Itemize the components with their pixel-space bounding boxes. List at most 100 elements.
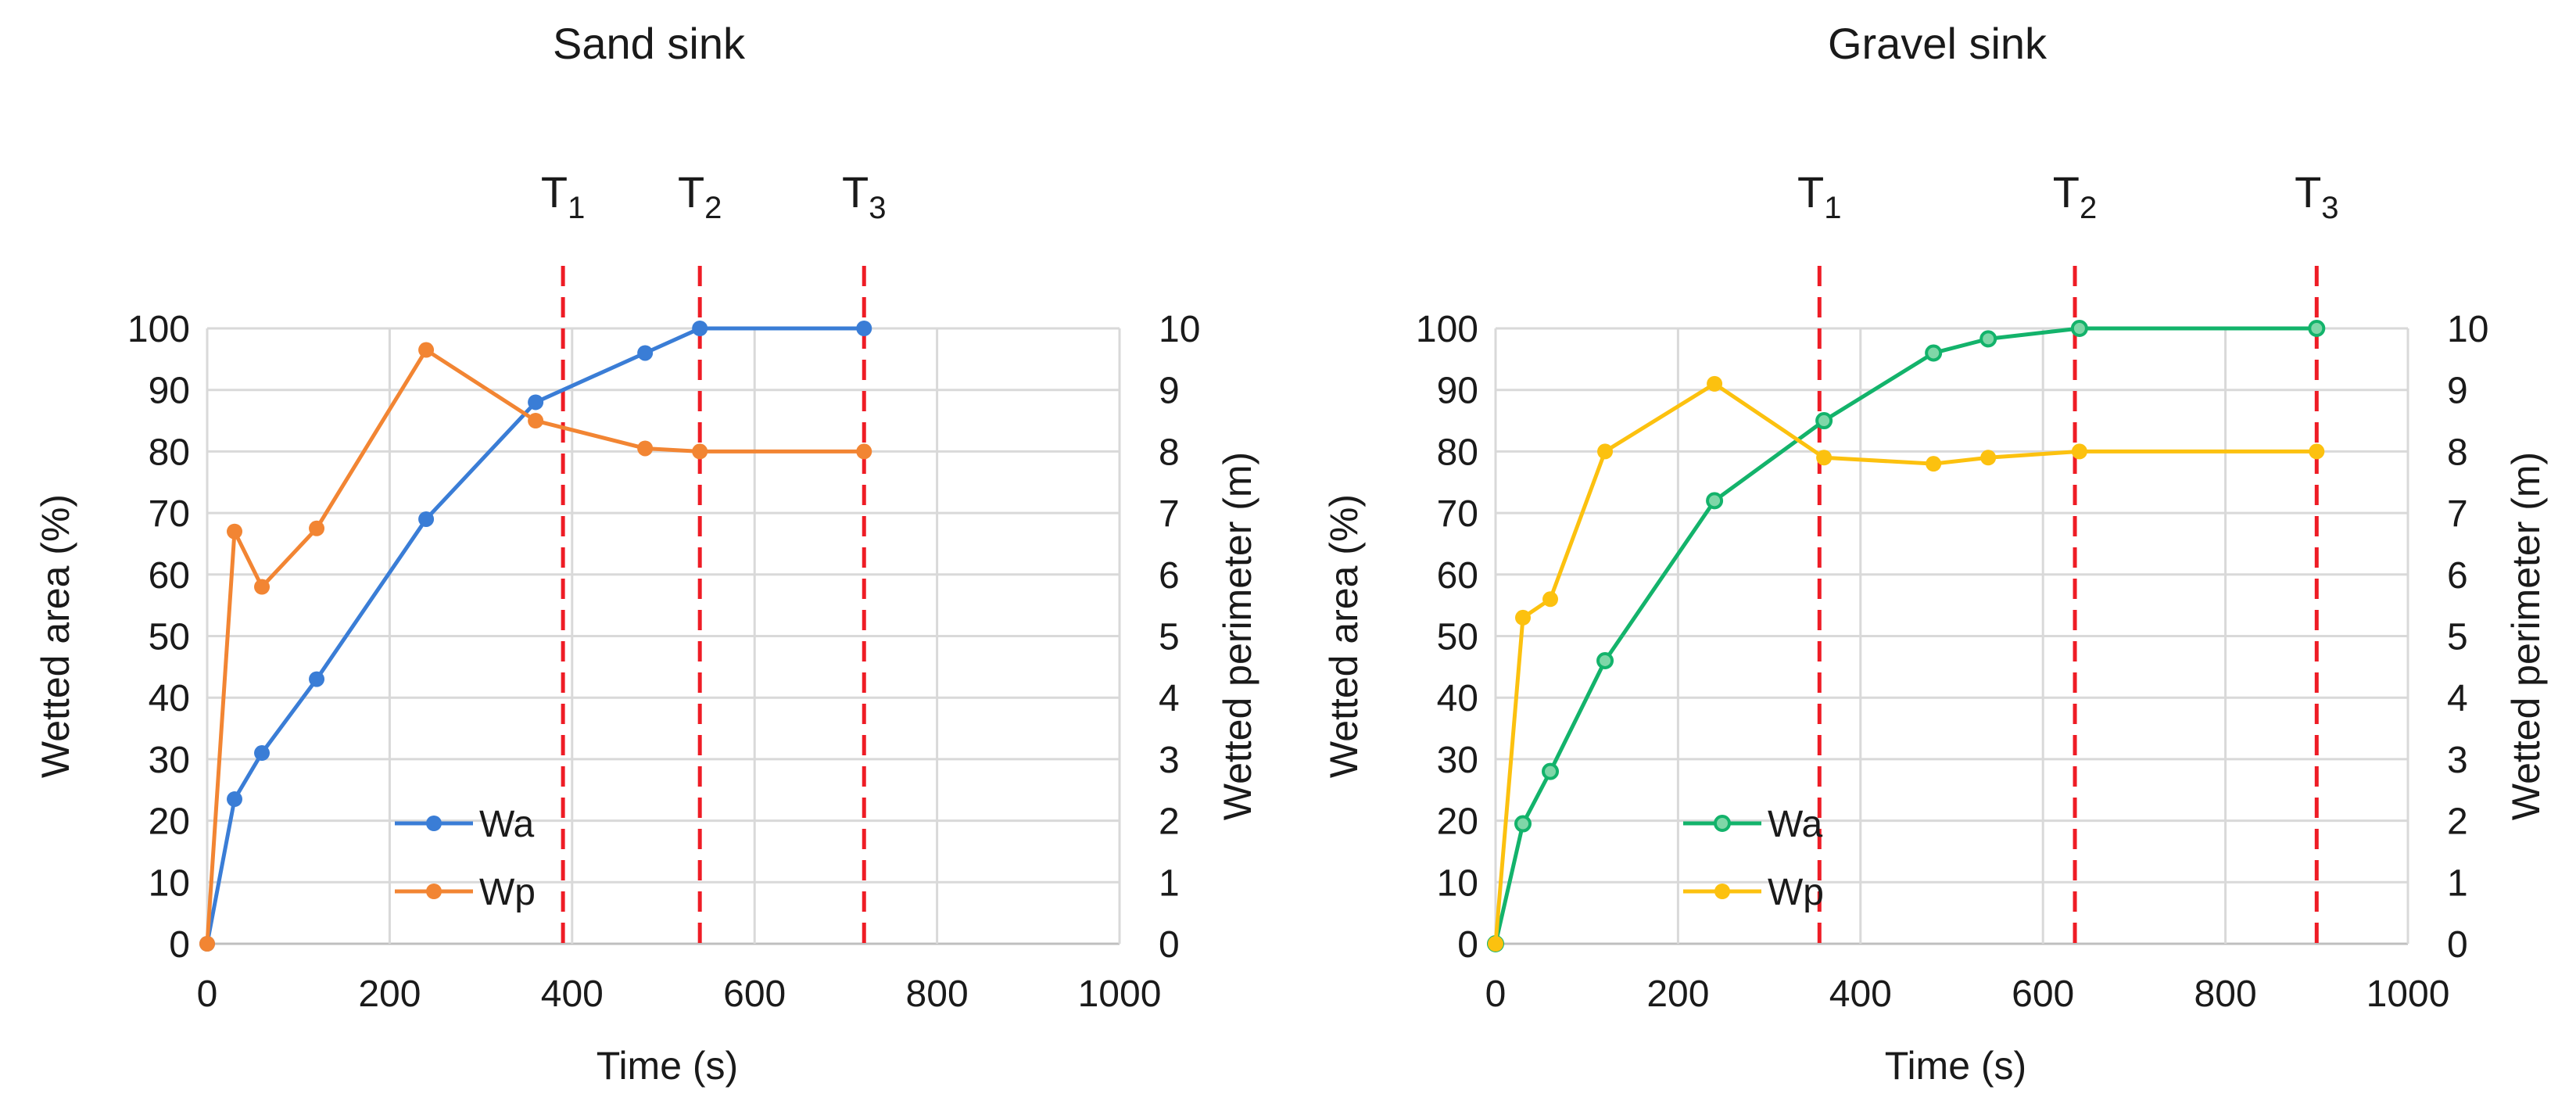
- y2-tick-label: 10: [2447, 309, 2488, 350]
- y-tick-label: 10: [149, 862, 190, 904]
- x-tick-label: 200: [1646, 973, 1709, 1015]
- y2-tick-label: 5: [1159, 617, 1180, 658]
- legend-label-wa: Wa: [1768, 804, 1823, 845]
- y2-tick-label: 5: [2447, 617, 2468, 658]
- y2-tick-label: 6: [1159, 555, 1180, 597]
- legend-marker-wp: [426, 884, 442, 899]
- y2-tick-label: 0: [2447, 924, 2468, 966]
- legend-marker-wa: [1714, 815, 1731, 832]
- data-point-wp: [1488, 936, 1503, 952]
- data-point-wp: [1926, 456, 1942, 472]
- y-axis-label: Wetted area (%): [1322, 494, 1366, 778]
- data-point-wa: [1815, 412, 1833, 430]
- data-point-wa: [528, 394, 544, 411]
- event-label-subscript: 3: [869, 191, 886, 225]
- data-point-wp: [2071, 443, 2087, 460]
- y2-tick-label: 3: [2447, 740, 2468, 781]
- data-point-wa: [227, 791, 243, 808]
- data-point-wp: [1597, 443, 1614, 460]
- y2-tick-label: 0: [1159, 924, 1180, 966]
- event-label-subscript: 2: [2080, 191, 2097, 225]
- y-tick-label: 80: [1437, 432, 1478, 473]
- x-tick-label: 0: [197, 973, 218, 1015]
- x-tick-label: 1000: [2366, 973, 2450, 1015]
- y-tick-label: 50: [149, 617, 190, 658]
- legend-label-wp: Wp: [479, 872, 536, 913]
- y-tick-label: 20: [1437, 801, 1478, 843]
- y2-tick-label: 1: [1159, 862, 1180, 904]
- x-axis-label: Time (s): [1885, 1044, 2026, 1088]
- event-label-subscript: 1: [568, 191, 585, 225]
- gravel-sink-chart: Gravel sink 0 10 20 30 40 50 60 70 80 90 100 0 1 2 3 4 5 6…: [1288, 0, 2576, 1115]
- x-tick-label: 0: [1485, 973, 1507, 1015]
- y-tick-label: 90: [149, 371, 190, 412]
- y2-tick-label: 2: [1159, 801, 1180, 843]
- y-tick-label: 70: [149, 493, 190, 535]
- y2-axis-label: Wetted perimeter (m): [2504, 452, 2548, 820]
- y-tick-label: 0: [1457, 924, 1478, 966]
- y2-tick-label: 2: [2447, 801, 2468, 843]
- y2-axis-label: Wetted perimeter (m): [1216, 452, 1259, 820]
- chart-title: Gravel sink: [1828, 19, 2048, 68]
- sand-sink-chart: Sand sink 0 10 20 30 40 50 60 70 80 90 100 0 1 2 3 4 5 6 7 8…: [34, 19, 1259, 1088]
- data-point-wp: [254, 579, 270, 595]
- event-label-t3: T3: [842, 167, 886, 225]
- y-tick-label: 70: [1437, 493, 1478, 535]
- data-point-wa: [1706, 492, 1724, 510]
- y2-tick-label: 7: [1159, 493, 1180, 535]
- data-point-wa: [2070, 320, 2088, 337]
- series-line-wa: [1493, 326, 2317, 945]
- event-label-letter: T: [2053, 167, 2080, 217]
- y-tick-label: 60: [1437, 555, 1478, 597]
- series-line-wp: [205, 348, 865, 945]
- y2-tick-label: 7: [2447, 493, 2468, 535]
- y2-tick-label: 6: [2447, 555, 2468, 597]
- data-point-wp: [1515, 609, 1532, 626]
- y2-tick-label: 4: [2447, 678, 2468, 719]
- event-label-t1: T1: [541, 167, 585, 225]
- data-point-wp: [227, 523, 243, 540]
- data-point-wp: [1707, 375, 1723, 392]
- y-tick-label: 100: [127, 309, 190, 350]
- data-point-wp: [528, 413, 544, 429]
- event-label-t2: T2: [678, 167, 722, 225]
- data-point-wa: [1925, 344, 1943, 362]
- data-point-wp: [637, 440, 654, 457]
- data-point-wp: [856, 443, 872, 460]
- event-label-subscript: 2: [704, 191, 722, 225]
- event-label-letter: T: [541, 167, 568, 217]
- y-tick-label: 20: [149, 801, 190, 843]
- y2-tick-label: 10: [1159, 309, 1200, 350]
- data-point-wp: [418, 342, 435, 358]
- data-point-wp: [692, 443, 708, 460]
- x-tick-label: 1000: [1078, 973, 1162, 1015]
- legend-marker-wp: [1714, 884, 1730, 899]
- gravel-sink-chart-svg: Gravel sink01020304050607080901000123456…: [1322, 19, 2548, 1088]
- y-tick-label: 90: [1437, 371, 1478, 412]
- y-tick-label: 10: [1437, 862, 1478, 904]
- data-point-wa: [1542, 762, 1560, 780]
- data-point-wa: [1514, 815, 1532, 833]
- y-tick-label: 50: [1437, 617, 1478, 658]
- x-tick-label: 400: [1829, 973, 1892, 1015]
- data-point-wp: [1542, 591, 1559, 608]
- x-axis-label: Time (s): [597, 1044, 738, 1088]
- y-tick-label: 100: [1416, 309, 1478, 350]
- legend-label-wa: Wa: [479, 804, 535, 845]
- y-tick-label: 40: [149, 678, 190, 719]
- x-tick-label: 800: [906, 973, 969, 1015]
- y-tick-label: 60: [149, 555, 190, 597]
- y2-tick-label: 4: [1159, 678, 1180, 719]
- y2-tick-label: 9: [1159, 371, 1180, 412]
- data-point-wp: [2309, 443, 2325, 460]
- x-tick-label: 800: [2194, 973, 2257, 1015]
- data-point-wp: [199, 936, 215, 952]
- series-line-wp: [1493, 382, 2317, 945]
- y-tick-label: 30: [149, 740, 190, 781]
- y-tick-label: 30: [1437, 740, 1478, 781]
- legend-marker-wa: [426, 816, 442, 831]
- data-point-wa: [856, 321, 872, 336]
- event-label-letter: T: [678, 167, 704, 217]
- event-label-letter: T: [842, 167, 869, 217]
- event-label-t1: T1: [1797, 167, 1841, 225]
